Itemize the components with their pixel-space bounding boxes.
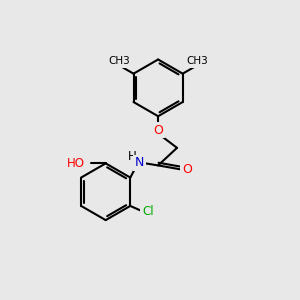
Text: CH3: CH3 bbox=[186, 56, 208, 66]
Text: CH3: CH3 bbox=[108, 56, 130, 66]
Text: HO: HO bbox=[67, 157, 85, 170]
Text: O: O bbox=[153, 124, 163, 137]
Text: H: H bbox=[128, 150, 136, 163]
Text: Cl: Cl bbox=[142, 205, 154, 218]
Text: N: N bbox=[134, 156, 144, 169]
Text: O: O bbox=[182, 163, 192, 176]
